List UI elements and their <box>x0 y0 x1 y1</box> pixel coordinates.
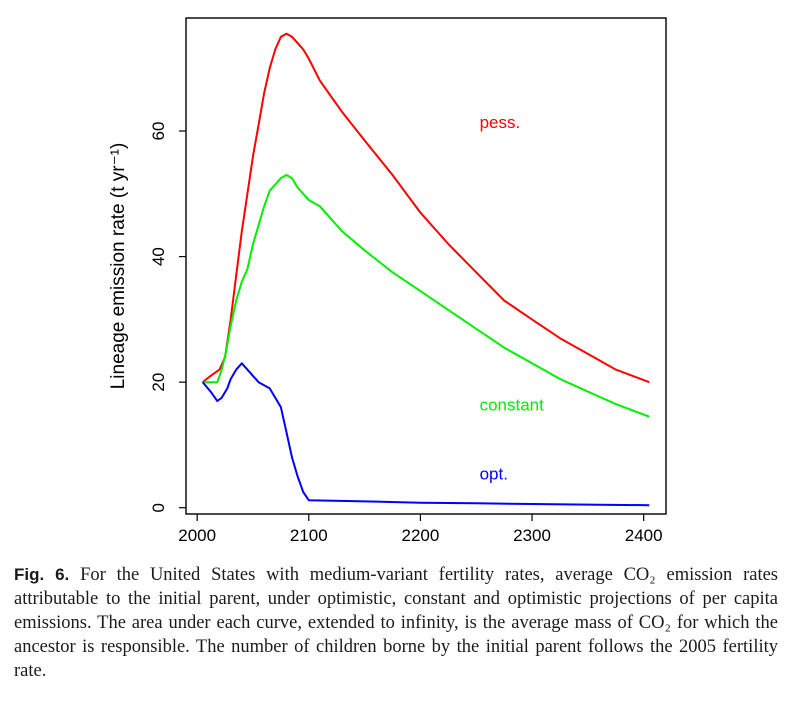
y-axis-label: Lineage emission rate (t yr⁻¹) <box>108 143 129 390</box>
y-tick-label: 40 <box>149 247 168 266</box>
x-tick-label: 2400 <box>625 526 663 545</box>
x-tick-label: 2000 <box>178 526 216 545</box>
x-tick-label: 2100 <box>290 526 328 545</box>
series-labels: pess. constant opt. <box>480 113 545 484</box>
caption-text: For the United States with medium-varian… <box>14 565 778 681</box>
series-line-constant <box>202 174 650 418</box>
x-tick-label: 2200 <box>402 526 440 545</box>
series-lines <box>201 32 650 507</box>
y-tick-label: 0 <box>149 503 168 512</box>
line-chart: 2000 2100 2200 2300 2400 0 20 40 60 pess. constan… <box>108 17 667 545</box>
series-label: constant <box>480 395 545 414</box>
y-tick-label: 20 <box>149 373 168 392</box>
axes: 2000 2100 2200 2300 2400 0 20 40 60 <box>149 122 663 545</box>
figure-caption: Fig. 6. For the United States with mediu… <box>14 563 778 683</box>
series-label: opt. <box>480 464 508 483</box>
series-line-pess <box>202 32 650 384</box>
x-tick-label: 2300 <box>513 526 551 545</box>
figure-label: Fig. 6. <box>14 565 70 584</box>
y-tick-label: 60 <box>149 122 168 141</box>
plot-frame <box>185 17 667 515</box>
series-label: pess. <box>480 113 521 132</box>
series-line-opt <box>201 362 650 507</box>
